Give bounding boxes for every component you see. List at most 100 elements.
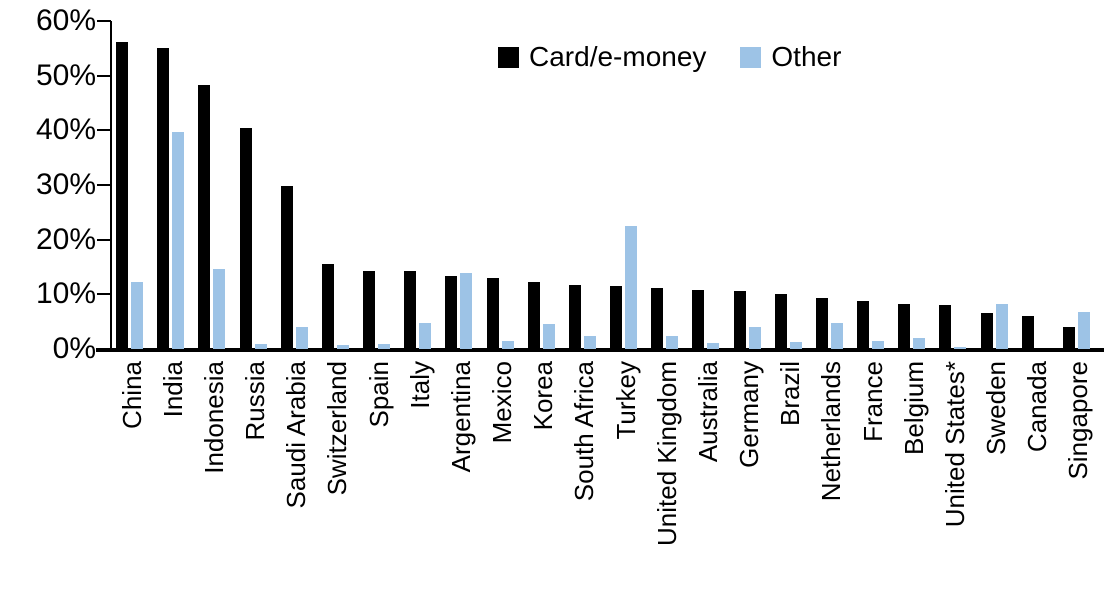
x-label-belgium: Belgium [898,361,929,455]
x-label-singapore: Singapore [1063,361,1094,480]
bar-other-turkey [625,226,638,349]
bar-card-e-money-netherlands [815,298,828,349]
bar-card-e-money-brazil [774,294,787,349]
legend-item-other: Other [740,42,841,72]
legend: Card/e-money Other [498,42,841,72]
y-tick-mark [97,348,111,350]
bar-other-united-kingdom [666,336,679,349]
bar-group-saudi-arabia [277,21,318,349]
x-label-united-kingdom: United Kingdom [651,361,682,546]
x-label-netherlands: Netherlands [816,361,847,502]
legend-swatch-card-e-money [498,46,519,68]
plot-area [112,21,1100,349]
y-tick-label: 10% [35,277,96,311]
bar-group-indonesia [194,21,235,349]
x-label-russia: Russia [240,361,271,441]
bar-other-singapore [1077,312,1090,349]
bar-group-singapore [1059,21,1100,349]
bar-group-spain [359,21,400,349]
y-axis-line [110,21,112,352]
bar-card-e-money-mexico [486,277,499,349]
bar-group-india [153,21,194,349]
bar-other-australia [707,343,720,349]
bar-group-netherlands [812,21,853,349]
bar-other-belgium [913,337,926,349]
bar-other-netherlands [830,322,843,349]
bar-other-united-states- [954,347,967,349]
bar-card-e-money-south-africa [568,284,581,349]
bar-card-e-money-argentina [445,275,458,349]
bar-card-e-money-saudi-arabia [280,186,293,349]
bar-card-e-money-russia [239,127,252,349]
bar-card-e-money-turkey [610,285,623,349]
bar-other-spain [378,343,391,349]
bar-card-e-money-australia [692,289,705,349]
bar-group-belgium [894,21,935,349]
bar-card-e-money-canada [1021,316,1034,349]
bar-other-russia [254,343,267,349]
y-tick-mark [97,20,111,22]
bar-card-e-money-sweden [980,312,993,349]
bar-other-italy [419,323,432,349]
bar-other-south-africa [583,335,596,349]
y-tick-label: 20% [35,222,96,256]
legend-item-card-e-money: Card/e-money [498,42,706,72]
bar-group-australia [688,21,729,349]
bar-group-china [112,21,153,349]
x-label-south-africa: South Africa [569,361,600,502]
bar-other-germany [748,327,761,349]
x-label-korea: Korea [528,361,559,431]
bar-group-korea [524,21,565,349]
bar-card-e-money-spain [363,270,376,349]
bar-group-mexico [483,21,524,349]
bar-card-e-money-germany [733,291,746,349]
bar-card-e-money-india [157,48,170,349]
bar-group-united-kingdom [647,21,688,349]
x-label-sweden: Sweden [981,361,1012,455]
bar-card-e-money-france [857,301,870,349]
x-label-switzerland: Switzerland [322,361,353,496]
bar-group-south-africa [565,21,606,349]
bar-other-switzerland [336,344,349,349]
y-tick-label: 50% [35,58,96,92]
x-label-china: China [116,361,147,429]
legend-label-other: Other [771,41,842,72]
bar-other-brazil [789,342,802,349]
y-tick-label: 30% [35,168,96,201]
bar-other-france [872,340,885,349]
x-label-argentina: Argentina [445,361,476,473]
x-label-indonesia: Indonesia [198,361,229,474]
bar-card-e-money-singapore [1062,327,1075,349]
x-label-france: France [857,361,888,442]
bar-card-e-money-italy [404,271,417,349]
x-label-saudi-arabia: Saudi Arabia [281,361,312,509]
y-tick-mark [97,74,111,77]
x-label-brazil: Brazil [775,361,806,427]
x-axis-line [96,348,1104,352]
x-label-germany: Germany [734,361,765,468]
bar-other-china [131,281,143,349]
bar-card-e-money-united-states- [939,305,952,349]
bar-group-united-states- [935,21,976,349]
bar-other-argentina [460,273,473,349]
legend-label-card-e-money: Card/e-money [529,41,707,72]
bar-group-brazil [771,21,812,349]
bar-other-sweden [995,303,1008,349]
bar-group-sweden [977,21,1018,349]
y-tick-mark [97,129,111,132]
bar-group-argentina [441,21,482,349]
bar-group-france [853,21,894,349]
x-label-canada: Canada [1022,361,1053,453]
y-tick-label: 60% [35,4,96,37]
bar-group-russia [236,21,277,349]
bar-group-turkey [606,21,647,349]
bar-card-e-money-belgium [898,304,911,349]
x-label-united-states-: United States* [939,361,970,528]
y-tick-mark [97,184,111,186]
bar-group-italy [400,21,441,349]
x-label-australia: Australia [692,361,723,463]
x-label-turkey: Turkey [610,361,641,440]
y-tick-mark [97,293,111,296]
legend-swatch-other [740,46,762,68]
